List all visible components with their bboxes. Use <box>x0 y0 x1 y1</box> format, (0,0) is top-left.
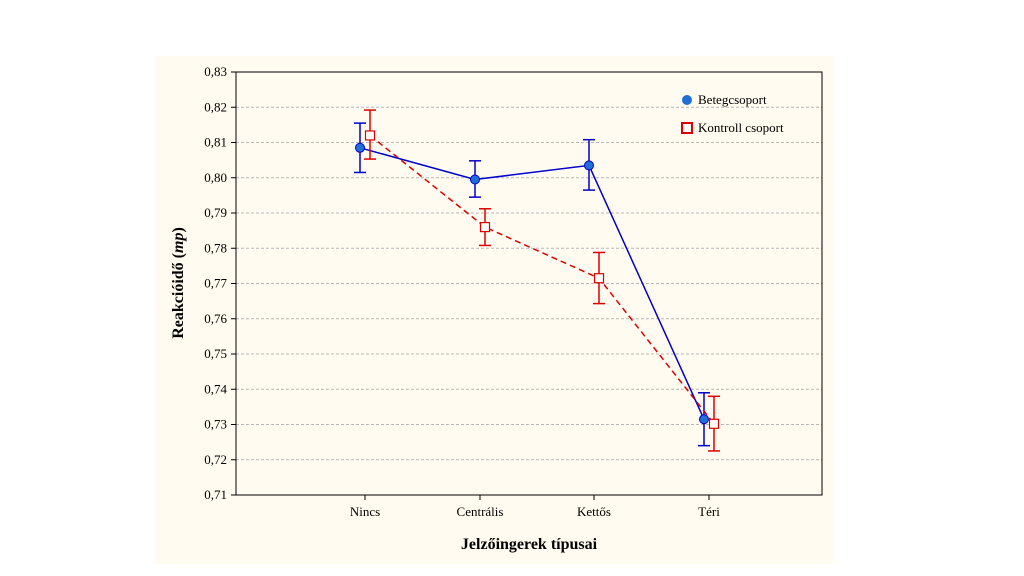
grid-lines <box>236 106 822 461</box>
series-line-0 <box>359 147 705 420</box>
data-point <box>355 142 365 153</box>
y-tick-label: 0,72 <box>204 452 227 467</box>
data-point <box>699 414 709 425</box>
data-point <box>708 418 720 429</box>
x-tick-label: Centrális <box>457 504 504 519</box>
y-tick-label: 0,82 <box>204 99 227 114</box>
x-tick-label: Kettős <box>577 504 611 519</box>
data-point <box>584 160 594 171</box>
x-tick-label: Téri <box>698 504 720 519</box>
chart-panel <box>155 56 833 564</box>
data-point <box>364 130 376 141</box>
series-line-1 <box>369 134 715 425</box>
x-tick-label: Nincs <box>350 504 380 519</box>
y-tick-label: 0,78 <box>204 240 227 255</box>
y-axis-title: Reakcióidő (mp) <box>170 227 187 339</box>
x-axis-title: Jelzőingerek típusai <box>461 536 598 553</box>
y-tick-label: 0,73 <box>204 417 227 432</box>
y-tick-label: 0,77 <box>204 276 227 291</box>
legend-marker-betegcsoport <box>682 95 692 105</box>
series-layer <box>354 109 720 452</box>
y-tick-label: 0,81 <box>204 135 227 150</box>
y-tick-label: 0,79 <box>204 205 227 220</box>
y-tick-label: 0,80 <box>204 170 227 185</box>
data-point <box>470 174 480 185</box>
y-tick-label: 0,74 <box>204 381 227 396</box>
legend: Betegcsoport Kontroll csoport <box>681 92 784 135</box>
data-point <box>593 273 605 284</box>
y-tick-label: 0,71 <box>204 487 227 502</box>
y-tick-label: 0,76 <box>204 311 227 326</box>
y-tick-label: 0,83 <box>204 64 227 79</box>
data-point <box>479 222 491 233</box>
legend-label-kontroll: Kontroll csoport <box>698 120 784 135</box>
x-axis: Nincs Centrális Kettős Téri <box>350 495 720 519</box>
legend-marker-kontroll <box>681 122 693 134</box>
y-tick-label: 0,75 <box>204 346 227 361</box>
legend-label-betegcsoport: Betegcsoport <box>698 92 767 107</box>
y-axis: 0,71 0,72 0,73 0,74 0,75 0,76 0,77 0,78 0,79 0,80… <box>204 64 236 502</box>
